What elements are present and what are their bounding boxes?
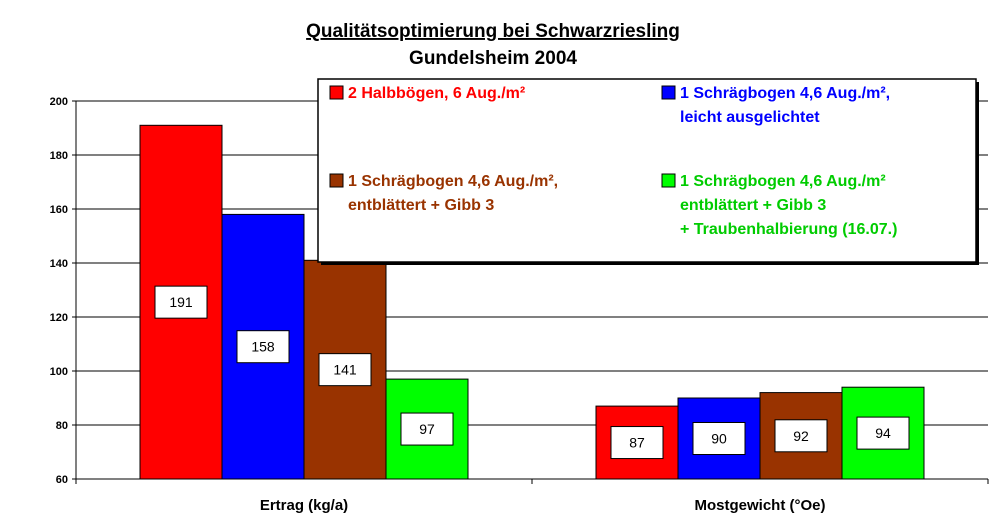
data-label: 92 <box>793 428 809 444</box>
y-tick-label: 180 <box>50 150 68 162</box>
legend-label: 2 Halbbögen, 6 Aug./m² <box>348 85 525 102</box>
data-label: 90 <box>711 431 727 447</box>
data-label-box <box>774 419 828 453</box>
legend: 2 Halbbögen, 6 Aug./m² 1 Schrägbogen 4,6 … <box>317 78 979 265</box>
data-label-box <box>610 426 664 460</box>
legend-label: entblättert + Gibb 3 <box>680 197 826 214</box>
legend-swatch <box>329 85 344 100</box>
y-tick-label: 120 <box>50 312 68 324</box>
data-label: 141 <box>333 362 357 378</box>
legend-label: 1 Schrägbogen 4,6 Aug./m², <box>348 173 558 190</box>
legend-label: 1 Schrägbogen 4,6 Aug./m² <box>680 173 886 190</box>
data-label-box <box>154 285 208 319</box>
legend-box <box>317 78 977 263</box>
data-label-box <box>318 353 372 387</box>
y-tick-label: 140 <box>50 258 68 270</box>
x-category-label: Ertrag (kg/a) <box>260 497 348 514</box>
y-tick-label: 60 <box>56 474 68 486</box>
data-label: 191 <box>169 294 193 310</box>
data-label: 158 <box>251 339 275 355</box>
legend-label: + Traubenhalbierung (16.07.) <box>680 221 897 238</box>
y-tick-label: 160 <box>50 204 68 216</box>
legend-label: leicht ausgelichtet <box>680 109 820 126</box>
data-label-box <box>400 412 454 446</box>
chart-subtitle: Gundelsheim 2004 <box>409 48 577 69</box>
legend-swatch <box>661 173 676 188</box>
data-label-box <box>236 330 290 364</box>
axes: 60 80 100 120 140 160 180 200 Ertrag (kg/a) Mostg… <box>50 96 989 514</box>
data-label-box <box>692 422 746 455</box>
y-tick-label: 100 <box>50 366 68 378</box>
legend-label: 1 Schrägbogen 4,6 Aug./m², <box>680 85 890 102</box>
data-label: 87 <box>629 435 645 451</box>
x-category-label: Mostgewicht (°Oe) <box>694 497 825 514</box>
y-tick-label: 80 <box>56 420 68 432</box>
chart-title: Qualitätsoptimierung bei Schwarzriesling <box>306 21 680 42</box>
y-tick-label: 200 <box>50 96 68 108</box>
data-label-box <box>856 416 910 450</box>
legend-label: entblättert + Gibb 3 <box>348 197 494 214</box>
legend-swatch <box>661 85 676 100</box>
bars: 191 158 141 97 87 90 92 94 <box>139 124 925 480</box>
data-label: 94 <box>875 425 891 441</box>
legend-swatch <box>329 173 344 188</box>
data-label: 97 <box>419 421 435 437</box>
